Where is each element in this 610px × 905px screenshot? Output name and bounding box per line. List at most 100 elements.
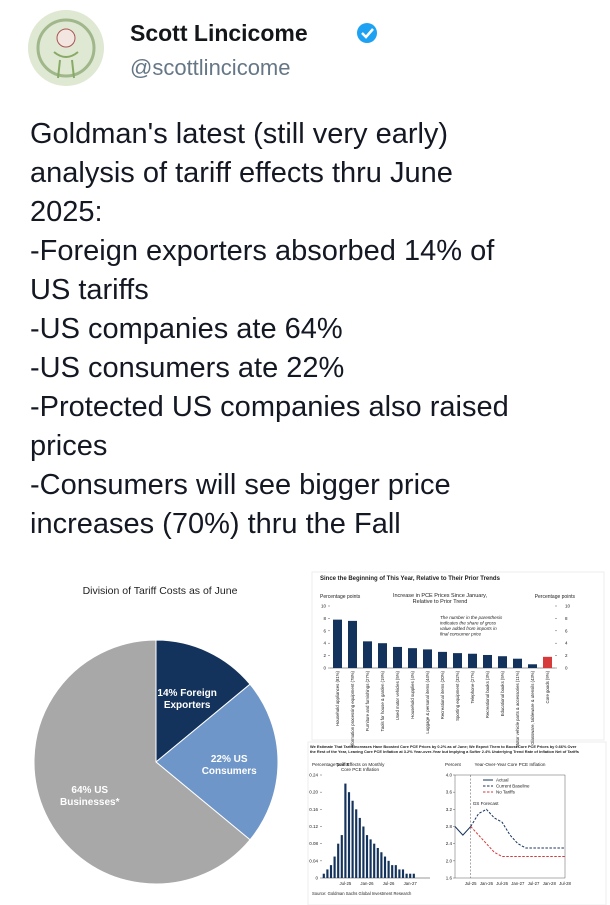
annotation: GS Forecast (473, 801, 500, 806)
chart-annotation: The number in the parenthesis (440, 615, 503, 620)
chart-title: the Rest of the Year, Leaving Core PCE I… (310, 749, 579, 754)
pie-slice (155, 639, 251, 764)
y-tick-label: 0.24 (309, 773, 318, 778)
x-tick-label: Jan-27 (511, 881, 525, 886)
bar (326, 869, 329, 878)
x-tick-label: Educational books (5%) (500, 670, 505, 716)
legend-label: No Tariffs (496, 790, 516, 795)
x-tick-label: Jul-25 (465, 881, 477, 886)
x-tick-label: Recreational books (3%) (485, 670, 490, 718)
bar (423, 649, 432, 668)
y-tick-label: 3.6 (446, 790, 453, 795)
chart-y-label: Percentage points (312, 762, 350, 767)
x-tick-label: Jul-25 (340, 881, 352, 886)
tweet-text-line: -Protected US companies also raised (30, 391, 509, 423)
bar (401, 869, 405, 878)
x-tick-label: Information processing equipment (78%) (350, 670, 355, 748)
bar (408, 648, 417, 668)
y-tick-label: 0.12 (309, 824, 318, 829)
chart-subtitle: Tariff Effects on Monthly (336, 762, 386, 767)
y-tick-label: 0.08 (309, 841, 318, 846)
x-tick-label: Jul-27 (528, 881, 540, 886)
verified-badge (357, 23, 377, 43)
author-handle[interactable]: @scottlincicome (130, 55, 291, 80)
y2-tick-label: 6 (565, 628, 568, 633)
bar (355, 809, 358, 878)
bar (528, 664, 537, 668)
chart-subtitle: Core PCE Inflation (341, 767, 379, 772)
bar (378, 643, 387, 668)
tweet-text-line: increases (70%) thru the Fall (30, 508, 401, 540)
y-tick-label: 8 (323, 616, 326, 621)
author-name[interactable]: Scott Lincicome (130, 20, 308, 46)
y-tick-label: 1.6 (446, 876, 453, 881)
chart-subtitle: Relative to Prior Trend (413, 599, 468, 605)
y-tick-label: 0.16 (309, 807, 318, 812)
bar (383, 856, 387, 878)
bar (333, 856, 336, 878)
chart-title: Division of Tariff Costs as of June (83, 585, 238, 597)
bar (543, 656, 552, 668)
y-tick-label: 0.20 (309, 790, 318, 795)
bar (387, 860, 390, 878)
tweet-text-line: US tariffs (30, 274, 149, 306)
tweet-text-line: 2025: (30, 196, 103, 228)
y-tick-label: 4.0 (446, 773, 453, 778)
y-tick-label: 10 (321, 604, 327, 609)
bar (498, 656, 507, 668)
bar (365, 835, 369, 878)
bar (483, 654, 492, 668)
bar (409, 873, 412, 878)
bar (376, 847, 379, 878)
legend-label: Actual (496, 778, 509, 783)
tweet-text-line: -US companies ate 64% (30, 313, 343, 345)
badge-check (361, 28, 374, 39)
bar (391, 865, 394, 878)
badge-circle (357, 23, 377, 43)
tweet-text-line: -US consumers ate 22% (30, 352, 344, 384)
bar (369, 839, 372, 878)
chart-subtitle: Increase in PCE Prices Since January, (393, 593, 488, 599)
chart-annotation: value added from imports in (440, 626, 497, 631)
pie-slice (155, 683, 279, 841)
tweet-text-line: -Consumers will see bigger price (30, 469, 451, 501)
x-tick-label: Tools for house & garden (19%) (380, 670, 385, 731)
bar (438, 651, 447, 668)
x-tick-label: Glassware, tableware & utensils (43%) (530, 670, 535, 744)
bar (347, 792, 351, 878)
x-tick-label: Jul-26 (496, 881, 508, 886)
bar (405, 873, 408, 878)
x-tick-label: Motor vehicle parts & accessories (11%) (515, 670, 520, 747)
avatar-ring (36, 18, 96, 78)
x-tick-label: Jul-28 (559, 881, 571, 886)
x-tick-label: Jan-26 (480, 881, 494, 886)
chart-y2-label: Percentage points (535, 594, 576, 600)
x-tick-label: Sporting equipment (32%) (455, 670, 460, 720)
y-tick-label: 2.4 (446, 841, 453, 846)
avatar[interactable] (28, 10, 104, 86)
series-line (454, 826, 472, 836)
pie-label: 22% US Consumers (202, 754, 257, 777)
chart-subtitle: Year-Over-Year Core PCE Inflation (475, 762, 546, 767)
y-tick-label: 0.04 (309, 858, 318, 863)
chart-source: Source: Goldman Sachs Global Investment … (312, 891, 412, 896)
x-tick-label: Household supplies (4%) (410, 670, 415, 718)
y-tick-label: 2 (323, 653, 326, 658)
x-tick-label: Jan-26 (360, 881, 374, 886)
x-tick-label: Furniture and furnishings (27%) (365, 670, 370, 731)
tweet-text-line: Goldman's latest (still very early) (30, 118, 448, 150)
tweet-text-line: -Foreign exporters absorbed 14% of (30, 235, 495, 267)
y-tick-label: 6 (323, 628, 326, 633)
bar (333, 619, 342, 668)
y-tick-label: 3.2 (446, 807, 453, 812)
x-tick-label: Jul-26 (383, 881, 395, 886)
bar (453, 653, 462, 668)
bar (329, 865, 333, 878)
bar (468, 653, 477, 668)
x-tick-label: Telephone (27%) (470, 670, 475, 703)
chart-title: Since the Beginning of This Year, Relati… (320, 576, 501, 582)
avatar-doodle (53, 51, 79, 79)
x-tick-label: Core goods (9%) (545, 670, 550, 703)
